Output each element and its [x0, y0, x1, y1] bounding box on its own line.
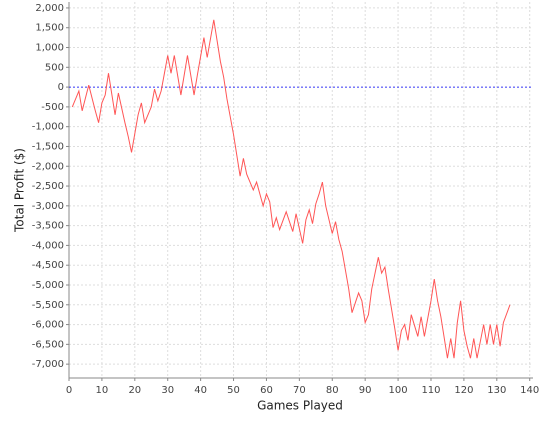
x-tick-label: 140: [520, 385, 539, 396]
y-tick-label: -7,000: [32, 359, 64, 370]
y-tick-label: -3,500: [32, 221, 64, 232]
y-tick-label: -6,500: [32, 339, 64, 350]
y-tick-label: 1,500: [35, 23, 64, 34]
x-tick-label: 60: [260, 385, 273, 396]
x-tick-label: 50: [227, 385, 240, 396]
y-tick-label: 500: [45, 62, 64, 73]
y-tick-label: -500: [41, 102, 64, 113]
x-tick-label: 90: [359, 385, 372, 396]
y-tick-label: 1,000: [35, 43, 64, 54]
y-tick-label: -4,000: [32, 240, 64, 251]
y-tick-label: -5,500: [32, 300, 64, 311]
y-tick-label: -4,500: [32, 260, 64, 271]
x-tick-label: 80: [326, 385, 339, 396]
y-tick-label: 0: [58, 82, 64, 93]
y-tick-label: -6,000: [32, 320, 64, 331]
y-tick-label: -2,500: [32, 181, 64, 192]
x-tick-label: 70: [293, 385, 306, 396]
x-axis-title: Games Played: [257, 399, 343, 413]
y-tick-label: -1,500: [32, 141, 64, 152]
x-tick-label: 110: [421, 385, 440, 396]
line-series: [71, 19, 511, 359]
plot-area: [69, 2, 533, 378]
x-tick-label: 130: [487, 385, 506, 396]
x-tick-label: 30: [161, 385, 174, 396]
y-tick-label: 2,000: [35, 3, 64, 14]
x-tick-label: 10: [96, 385, 109, 396]
x-tick-label: 100: [389, 385, 408, 396]
y-tick-label: -3,000: [32, 201, 64, 212]
x-tick-label: 20: [128, 385, 141, 396]
x-tick-label: 0: [66, 385, 72, 396]
y-tick-label: -5,000: [32, 280, 64, 291]
y-tick-label: -2,000: [32, 161, 64, 172]
x-tick-label: 40: [194, 385, 207, 396]
x-tick-label: 120: [454, 385, 473, 396]
y-axis-title: Total Profit ($): [13, 148, 27, 233]
y-tick-label: -1,000: [32, 122, 64, 133]
